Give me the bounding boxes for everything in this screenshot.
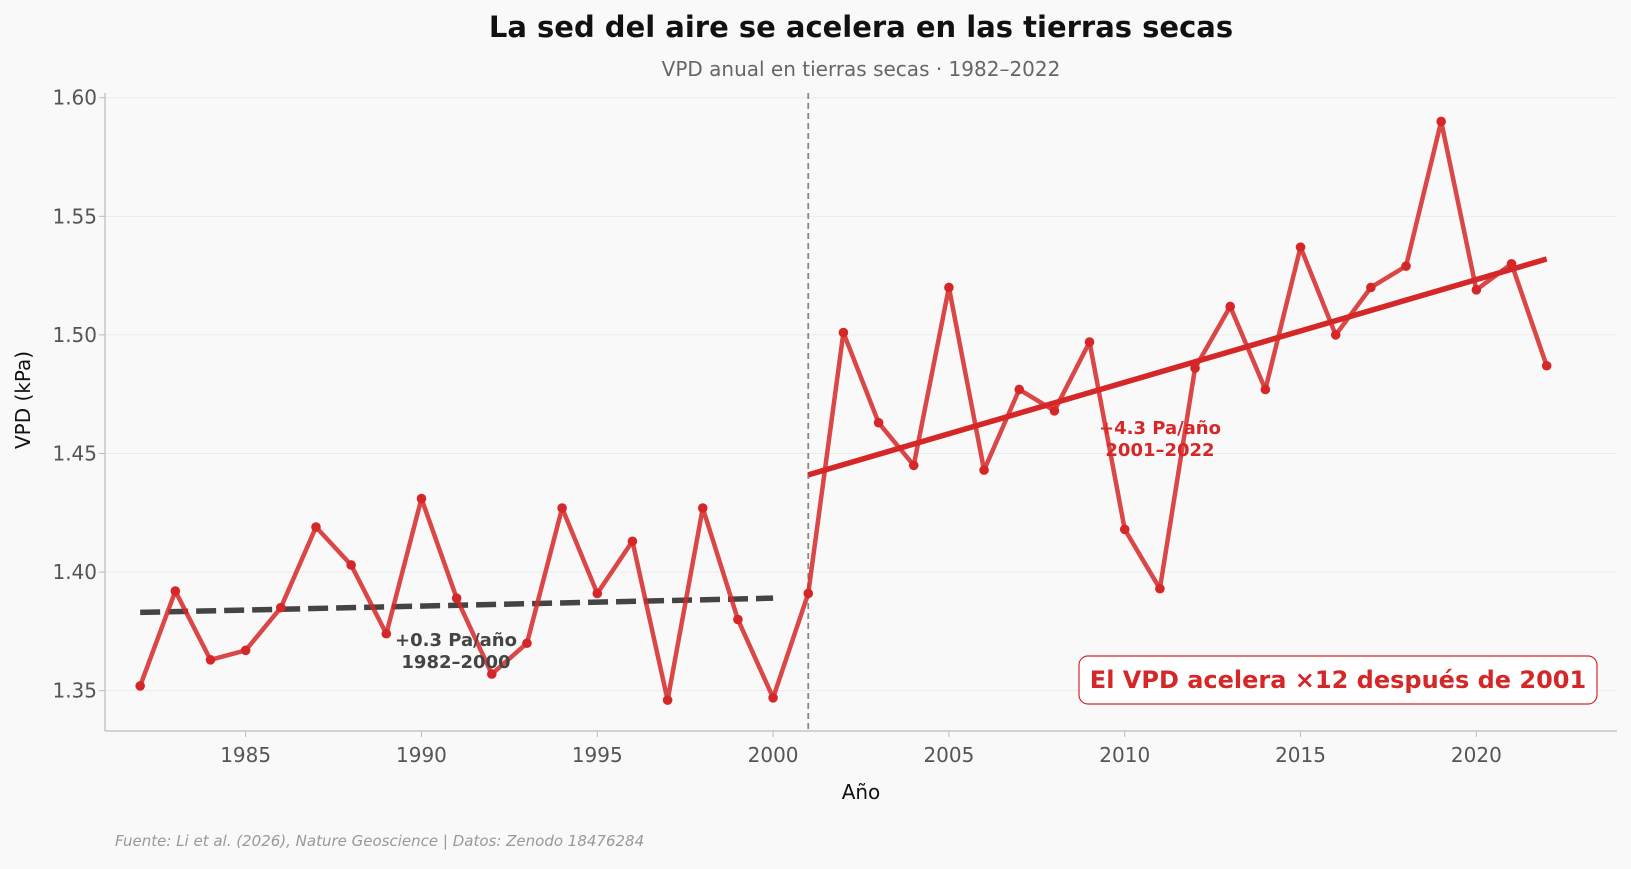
data-point-1985 bbox=[240, 645, 251, 656]
data-point-1982 bbox=[135, 681, 145, 691]
data-point-2016 bbox=[1330, 330, 1341, 340]
data-point-1995 bbox=[592, 588, 603, 599]
y-tick-label-2: 1.45 bbox=[52, 442, 97, 466]
x-tick-label-4: 2005 bbox=[923, 743, 974, 767]
series-group bbox=[135, 116, 1552, 705]
data-point-1988 bbox=[346, 560, 356, 570]
grid bbox=[105, 97, 1617, 692]
trend-line-late bbox=[807, 256, 1548, 478]
data-point-1990 bbox=[416, 493, 427, 504]
data-point-1989 bbox=[381, 628, 392, 639]
y-tick-label-1: 1.40 bbox=[52, 560, 97, 584]
data-point-1993 bbox=[522, 638, 532, 649]
x-tick-label-7: 2020 bbox=[1451, 743, 1502, 767]
data-point-2009 bbox=[1084, 337, 1095, 347]
x-tick-label-3: 2000 bbox=[748, 743, 799, 767]
data-point-2020 bbox=[1471, 285, 1482, 295]
chart-subtitle: VPD anual en tierras secas · 1982–2022 bbox=[662, 57, 1061, 81]
series-line-0 bbox=[138, 119, 1549, 703]
y-tick-label-0: 1.35 bbox=[52, 679, 97, 703]
data-point-1996 bbox=[627, 536, 638, 547]
trend-line-early bbox=[140, 595, 774, 616]
chart-title: La sed del aire se acelera en las tierra… bbox=[489, 10, 1233, 44]
data-point-2000 bbox=[768, 692, 778, 703]
data-point-2004 bbox=[908, 460, 919, 471]
data-point-1992 bbox=[486, 669, 497, 679]
x-axis-label: Año bbox=[842, 780, 881, 804]
data-point-2012 bbox=[1190, 363, 1200, 373]
y-tick-label-3: 1.50 bbox=[52, 323, 97, 347]
data-point-1997 bbox=[662, 695, 673, 705]
data-point-1998 bbox=[697, 503, 708, 513]
y-tick-label-5: 1.60 bbox=[52, 86, 97, 110]
data-point-2021 bbox=[1506, 258, 1517, 269]
trend-annotations: +0.3 Pa/año 1982–2000 +4.3 Pa/año 2001–2… bbox=[395, 418, 1221, 673]
data-point-2001 bbox=[803, 588, 814, 599]
data-point-2007 bbox=[1014, 384, 1025, 395]
data-point-1994 bbox=[557, 503, 567, 513]
early-trend-period-label: 1982–2000 bbox=[401, 652, 510, 673]
data-point-2017 bbox=[1366, 282, 1376, 293]
callout-frame bbox=[1078, 655, 1598, 705]
x-tick-label-5: 2010 bbox=[1099, 743, 1150, 767]
data-point-2003 bbox=[873, 417, 884, 428]
source-note: Fuente: Li et al. (2026), Nature Geoscie… bbox=[115, 832, 644, 850]
data-point-2011 bbox=[1155, 583, 1165, 594]
x-tick-label-1: 1990 bbox=[396, 743, 447, 767]
data-point-1991 bbox=[451, 593, 462, 603]
x-tick-label-0: 1985 bbox=[220, 743, 271, 767]
late-trend-period-label: 2001–2022 bbox=[1105, 440, 1214, 461]
data-point-2019 bbox=[1436, 116, 1446, 127]
data-point-1984 bbox=[205, 655, 216, 665]
x-tick-label-6: 2015 bbox=[1275, 743, 1326, 767]
early-trend-rate-label: +0.3 Pa/año bbox=[395, 630, 517, 651]
y-tick-label-4: 1.55 bbox=[52, 204, 97, 228]
data-point-1987 bbox=[311, 522, 321, 532]
data-point-2013 bbox=[1225, 301, 1236, 312]
late-trend-rate-label: +4.3 Pa/año bbox=[1099, 418, 1221, 439]
x-tick-label-2: 1995 bbox=[572, 743, 623, 767]
data-point-2010 bbox=[1119, 524, 1130, 535]
data-point-2015 bbox=[1295, 242, 1306, 252]
callout-text: El VPD acelera ×12 después de 2001 bbox=[1090, 666, 1586, 694]
data-point-2022 bbox=[1541, 360, 1552, 371]
data-point-1986 bbox=[276, 602, 286, 613]
axes bbox=[104, 93, 1617, 732]
x-ticks: 1985 1990 1995 2000 2005 2010 2015 2020 bbox=[220, 731, 1502, 767]
data-point-1999 bbox=[733, 614, 743, 625]
data-point-2002 bbox=[838, 327, 849, 338]
y-ticks: 1.35 1.40 1.45 1.50 1.55 1.60 bbox=[52, 86, 105, 703]
y-axis-label: VPD (kPa) bbox=[11, 351, 35, 449]
data-point-2005 bbox=[944, 282, 954, 293]
trend-lines bbox=[140, 256, 1548, 616]
callout-box: El VPD acelera ×12 después de 2001 bbox=[1078, 655, 1598, 705]
data-point-1983 bbox=[170, 586, 181, 596]
data-point-2008 bbox=[1049, 406, 1060, 416]
data-point-2006 bbox=[979, 465, 989, 475]
data-point-2014 bbox=[1260, 384, 1271, 395]
data-point-2018 bbox=[1401, 261, 1411, 271]
